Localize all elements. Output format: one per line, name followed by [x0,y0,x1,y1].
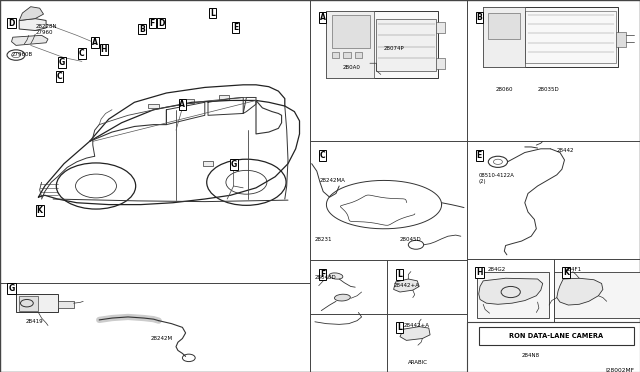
Text: 28242MA: 28242MA [320,178,346,183]
Bar [0,283,310,372]
Text: A: A [92,38,98,47]
Bar [310,141,467,260]
Bar [488,13,520,39]
Text: A: A [319,13,326,22]
Bar [387,314,467,372]
Bar [483,7,618,67]
Text: ARABIC: ARABIC [408,360,428,365]
Bar [332,15,370,48]
Bar [310,314,387,372]
Text: D: D [8,19,15,28]
Text: 28045D: 28045D [400,237,422,242]
Bar [467,322,640,372]
Bar [148,104,159,108]
Bar [184,99,194,103]
Text: 28060: 28060 [496,87,513,92]
Bar [355,52,362,58]
Text: 28035D: 28035D [538,87,559,92]
Text: 28442+A: 28442+A [394,283,420,288]
Text: F: F [320,270,325,279]
Polygon shape [19,19,46,31]
Text: A: A [179,100,186,109]
Text: F: F [150,19,155,28]
Text: L: L [397,270,402,279]
Bar [477,272,549,318]
Text: 284F1: 284F1 [564,267,582,272]
Bar [554,272,640,318]
Text: G: G [59,58,65,67]
Text: 28231: 28231 [315,237,332,242]
Text: C: C [79,49,84,58]
Bar [616,32,626,46]
Bar [436,58,445,69]
Polygon shape [479,278,543,304]
Ellipse shape [329,273,343,279]
Text: C: C [320,151,325,160]
Bar [554,259,640,322]
Text: 28442+A: 28442+A [403,323,429,328]
Polygon shape [19,7,44,20]
Text: 284N8: 284N8 [522,353,540,357]
Bar [483,7,525,67]
Bar [332,52,339,58]
Text: B: B [140,25,145,33]
Text: 2B419: 2B419 [26,319,44,324]
Bar [376,19,436,71]
Text: L: L [210,9,215,17]
Bar [326,11,374,78]
Text: L: L [397,323,402,332]
Text: J28002MF: J28002MF [605,368,634,372]
Bar [467,0,640,141]
Text: 28442: 28442 [557,148,574,153]
Text: 08510-4122A
(2): 08510-4122A (2) [479,173,515,184]
Text: K: K [36,206,43,215]
Polygon shape [12,35,48,45]
Text: C: C [57,72,62,81]
Bar [16,294,58,312]
Ellipse shape [335,294,350,301]
Bar [525,11,616,63]
Bar [203,161,213,166]
Text: 28242M: 28242M [150,336,173,340]
Bar [467,141,640,259]
Text: D: D [158,19,164,28]
Text: 27960B: 27960B [12,52,33,57]
Text: E: E [233,23,238,32]
Bar [436,22,445,33]
Bar [326,11,438,78]
Bar [467,259,554,322]
Text: 284G2: 284G2 [488,267,506,272]
Text: G: G [230,160,237,169]
Bar [343,52,351,58]
Bar [0,0,310,283]
Polygon shape [557,278,603,305]
Polygon shape [400,327,430,340]
Bar [479,327,634,345]
Text: H: H [476,268,483,277]
Text: K: K [563,268,569,277]
Bar [387,260,467,314]
Bar [310,260,387,314]
Text: E: E [477,151,482,160]
Text: H: H [100,45,107,54]
Text: 28040D: 28040D [315,275,337,279]
Text: 28074P: 28074P [384,46,404,51]
Bar [310,0,467,141]
Polygon shape [394,279,419,292]
Bar [219,95,229,100]
Bar [19,296,38,311]
Text: 2B0A0: 2B0A0 [342,65,360,70]
Text: RON DATA-LANE CAMERA: RON DATA-LANE CAMERA [509,333,604,339]
Text: 28228N
27960: 28228N 27960 [35,24,57,35]
Text: B: B [477,13,482,22]
Text: G: G [8,284,15,293]
Bar [467,322,640,372]
Bar [58,301,74,308]
